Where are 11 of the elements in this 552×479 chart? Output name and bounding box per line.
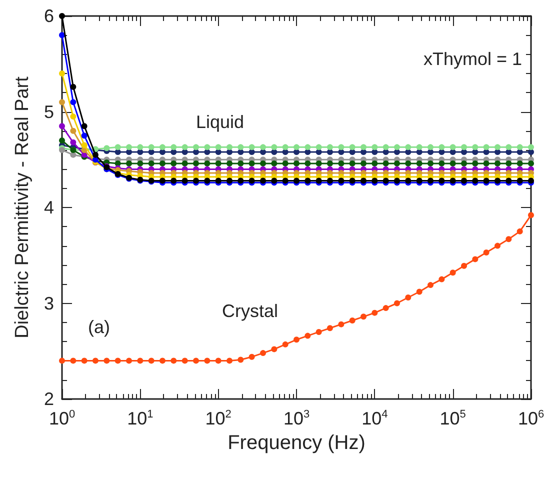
x-axis-title: Frequency (Hz) bbox=[228, 432, 366, 454]
y-tick-label: 5 bbox=[44, 102, 54, 122]
y-tick-label: 4 bbox=[44, 198, 54, 218]
annotation: Liquid bbox=[196, 112, 244, 132]
annotation: (a) bbox=[88, 317, 110, 337]
y-axis-title: Dielctric Permittivity - Real Part bbox=[12, 76, 33, 338]
y-tick-label: 3 bbox=[44, 293, 54, 314]
annotation: xThymol = 1 bbox=[423, 49, 522, 69]
annotation: Crystal bbox=[222, 301, 278, 321]
y-tick-label: 6 bbox=[44, 6, 54, 26]
y-tick-label: 2 bbox=[44, 389, 54, 409]
